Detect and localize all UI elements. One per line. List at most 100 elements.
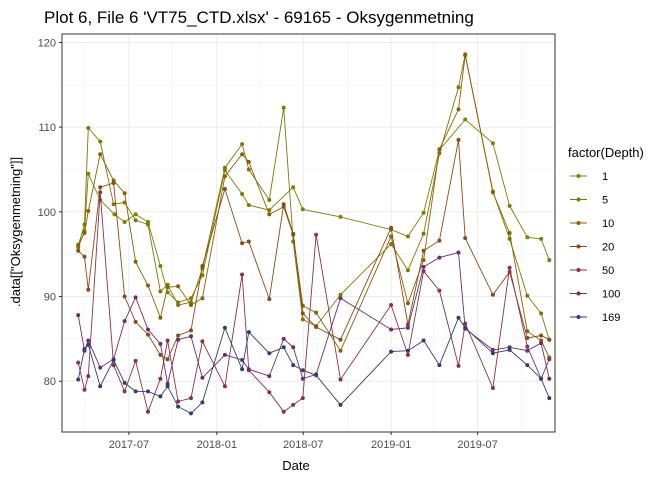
data-point-20 (133, 319, 138, 324)
data-point-169 (240, 367, 245, 372)
data-point-100 (281, 336, 286, 341)
data-point-169 (122, 380, 127, 385)
data-point-5 (405, 268, 410, 273)
data-point-20 (291, 231, 296, 236)
data-point-50 (507, 265, 512, 270)
data-point-1 (246, 203, 251, 208)
data-point-20 (176, 333, 181, 338)
data-point-20 (146, 332, 150, 337)
data-point-10 (421, 258, 426, 263)
data-point-50 (86, 374, 91, 379)
data-point-169 (300, 368, 305, 373)
data-point-20 (98, 185, 103, 190)
data-point-50 (314, 232, 319, 237)
x-tick-label: 2018-01 (197, 439, 237, 451)
data-point-5 (176, 303, 181, 307)
data-point-50 (291, 402, 296, 407)
data-point-169 (146, 389, 150, 394)
data-point-1 (421, 210, 426, 215)
y-axis-title: .data[["Oksygenmetning"]] (8, 157, 23, 307)
data-point-100 (158, 341, 163, 346)
data-point-10 (463, 53, 468, 58)
data-point-100 (437, 255, 442, 260)
legend-label-10: 10 (602, 218, 614, 230)
data-point-10 (240, 152, 245, 157)
data-point-1 (86, 171, 91, 176)
data-point-5 (111, 202, 116, 207)
data-point-169 (389, 349, 394, 354)
data-point-1 (525, 235, 530, 240)
data-point-10 (158, 315, 163, 320)
data-point-10 (490, 190, 495, 195)
data-point-10 (165, 285, 170, 290)
plot-border (61, 33, 556, 433)
data-point-50 (111, 363, 116, 368)
legend-key-point-169 (576, 315, 581, 319)
x-tick-label: 2019-01 (371, 439, 411, 451)
data-point-50 (176, 399, 181, 404)
legend-key-point-50 (576, 268, 581, 272)
data-point-10 (222, 174, 227, 179)
data-point-50 (222, 384, 227, 389)
data-point-169 (158, 394, 163, 399)
data-point-10 (176, 284, 181, 289)
data-point-50 (281, 409, 286, 414)
data-point-169 (539, 376, 544, 381)
data-point-5 (86, 126, 91, 130)
data-point-169 (456, 315, 461, 320)
data-point-1 (200, 273, 205, 278)
data-point-10 (146, 283, 150, 288)
data-point-169 (547, 396, 552, 401)
legend-title: factor(Depth) (568, 145, 644, 160)
data-point-100 (200, 375, 205, 380)
data-point-10 (314, 310, 319, 315)
legend-label-169: 169 (602, 312, 620, 324)
data-point-5 (539, 311, 544, 316)
data-point-5 (456, 85, 461, 90)
data-point-100 (405, 325, 410, 330)
data-point-169 (86, 342, 91, 347)
y-tick-label: 110 (38, 122, 56, 134)
data-point-10 (86, 209, 91, 213)
data-point-1 (338, 214, 343, 219)
data-point-169 (98, 384, 103, 389)
data-point-20 (122, 294, 127, 299)
legend-label-100: 100 (602, 289, 620, 301)
data-point-50 (165, 338, 170, 343)
data-point-10 (507, 231, 512, 235)
data-point-10 (82, 231, 87, 235)
data-point-169 (507, 347, 512, 352)
data-point-5 (338, 292, 343, 297)
data-point-100 (456, 250, 461, 255)
data-point-20 (539, 333, 544, 338)
data-point-20 (525, 336, 530, 340)
data-point-20 (111, 181, 116, 185)
data-point-5 (222, 165, 227, 170)
data-point-169 (281, 345, 286, 350)
legend-key-point-5 (576, 197, 581, 202)
plot-area: 80 90 100 110 120 2017-07 2018-01 2018-07 2019-0… (38, 33, 556, 451)
data-point-5 (267, 198, 272, 202)
data-point-20 (86, 287, 91, 292)
data-point-20 (189, 328, 193, 333)
x-tick-label: 2018-07 (283, 439, 323, 451)
data-point-5 (240, 142, 245, 147)
data-point-169 (189, 411, 193, 416)
data-point-10 (437, 147, 442, 152)
data-point-5 (146, 222, 150, 227)
data-point-169 (200, 400, 205, 405)
data-point-5 (281, 105, 286, 110)
data-point-1 (463, 117, 468, 122)
data-point-20 (437, 238, 442, 243)
data-point-50 (98, 190, 103, 195)
data-point-5 (158, 289, 163, 294)
data-point-169 (463, 325, 468, 330)
data-point-169 (111, 358, 116, 362)
series-line-1 (77, 118, 550, 303)
data-point-5 (246, 167, 251, 172)
data-point-10 (246, 159, 251, 164)
data-point-50 (456, 363, 461, 368)
data-point-10 (267, 212, 272, 217)
data-point-50 (133, 358, 138, 363)
data-point-20 (314, 325, 319, 329)
